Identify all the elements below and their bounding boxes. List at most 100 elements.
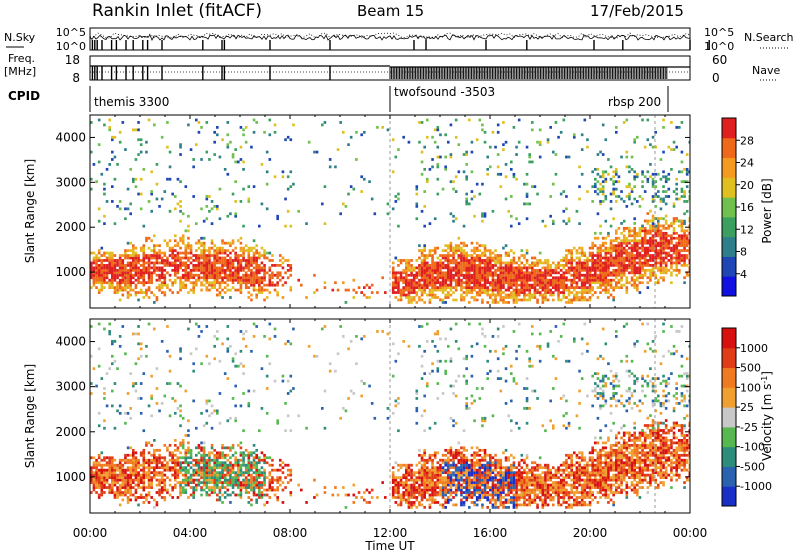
power-echo-cell [436,264,440,267]
power-echo-cell [252,288,256,292]
velocity-echo-cell [145,458,148,462]
power-echo-cell [609,273,613,277]
power-echo-cell [664,266,668,270]
power-echo-cell [418,121,421,124]
velocity-echo-cell [103,481,106,484]
power-echo-cell [620,261,623,265]
power-echo-cell [622,234,626,238]
power-echo-cell [90,286,93,289]
velocity-echo-cell [255,483,258,487]
velocity-echo-cell [252,486,256,489]
power-echo-cell [483,140,487,144]
velocity-echo-cell [218,481,222,484]
power-echo-cell [678,239,681,243]
power-echo-cell [502,283,505,287]
power-echo-cell [255,121,258,124]
power-echo-cell [286,209,290,213]
power-echo-cell [649,236,652,240]
power-echo-cell [636,241,639,245]
power-echo-cell [591,254,594,257]
velocity-echo-cell [255,498,258,502]
power-echo-cell [213,266,216,270]
velocity-echo-cell [197,478,201,482]
power-echo-cell [108,163,111,166]
power-echo-cell [284,224,287,228]
freq-trace [90,65,690,80]
power-echo-cell [197,276,201,280]
power-echo-cell [92,163,96,166]
power-echo-cell [468,266,471,270]
power-echo-cell [478,264,482,267]
power-echo-cell [420,268,424,272]
power-echo-cell [630,202,634,206]
power-echo-cell [276,214,279,218]
power-echo-cell [105,281,109,285]
power-echo-cell [247,261,251,265]
power-echo-cell [675,241,678,245]
velocity-echo-cell [234,483,237,487]
power-echo-cell [147,256,151,260]
velocity-echo-cell [147,441,151,445]
power-echo-cell [504,278,508,282]
power-echo-cell [643,259,647,262]
power-echo-cell [452,291,455,294]
power-echo-cell [670,236,673,240]
power-echo-cell [651,246,655,250]
power-echo-cell [525,259,529,262]
power-echo-cell [594,244,597,248]
power-echo-cell [231,278,235,282]
power-echo-cell [124,273,127,277]
power-echo-cell [588,283,592,287]
power-echo-cell [250,298,253,302]
power-echo-cell [426,271,429,275]
velocity-echo-cell [247,451,251,455]
power-echo-cell [531,268,534,272]
power-echo-cell [273,273,277,277]
velocity-echo-cell [132,471,135,475]
power-echo-cell [436,128,440,132]
power-echo-cell [216,293,219,297]
power-echo-cell [596,249,600,252]
power-echo-cell [633,264,636,267]
power-echo-cell [410,283,413,287]
power-echo-cell [286,187,290,191]
velocity-echo-cell [97,493,101,497]
velocity-echo-cell [97,496,101,499]
power-echo-cell [200,236,203,240]
power-echo-cell [491,293,495,297]
power-echo-cell [402,268,405,272]
power-echo-cell [531,293,534,297]
power-echo-cell [397,288,400,292]
power-echo-cell [636,244,639,248]
power-echo-cell [662,197,665,201]
power-echo-cell [460,249,463,252]
velocity-echo-cell [147,473,151,477]
power-echo-cell [538,273,542,277]
power-echo-cell [460,281,463,285]
power-cbar-label: Power [dB] [760,178,774,243]
velocity-echo-cell [208,461,211,465]
velocity-echo-cell [103,392,106,395]
power-echo-cell [573,276,576,280]
velocity-echo-cell [137,473,140,477]
power-echo-cell [258,281,261,285]
velocity-echo-cell [218,491,222,494]
velocity-echo-cell [258,483,261,487]
power-echo-cell [279,254,282,257]
power-echo-cell [609,254,613,257]
velocity-echo-cell [134,389,138,393]
power-echo-cell [418,256,421,260]
power-echo-cell [213,140,216,144]
power-echo-cell [617,195,621,198]
velocity-echo-cell [168,458,172,462]
power-echo-cell [444,264,447,267]
power-echo-cell [454,264,458,267]
power-echo-cell [113,288,117,292]
power-echo-cell [124,288,127,292]
velocity-echo-cell [153,453,156,457]
power-echo-cell [202,266,206,270]
velocity-echo-cell [250,498,253,502]
power-echo-cell [454,244,458,248]
power-echo-cell [528,271,531,275]
power-echo-cell [323,281,327,285]
